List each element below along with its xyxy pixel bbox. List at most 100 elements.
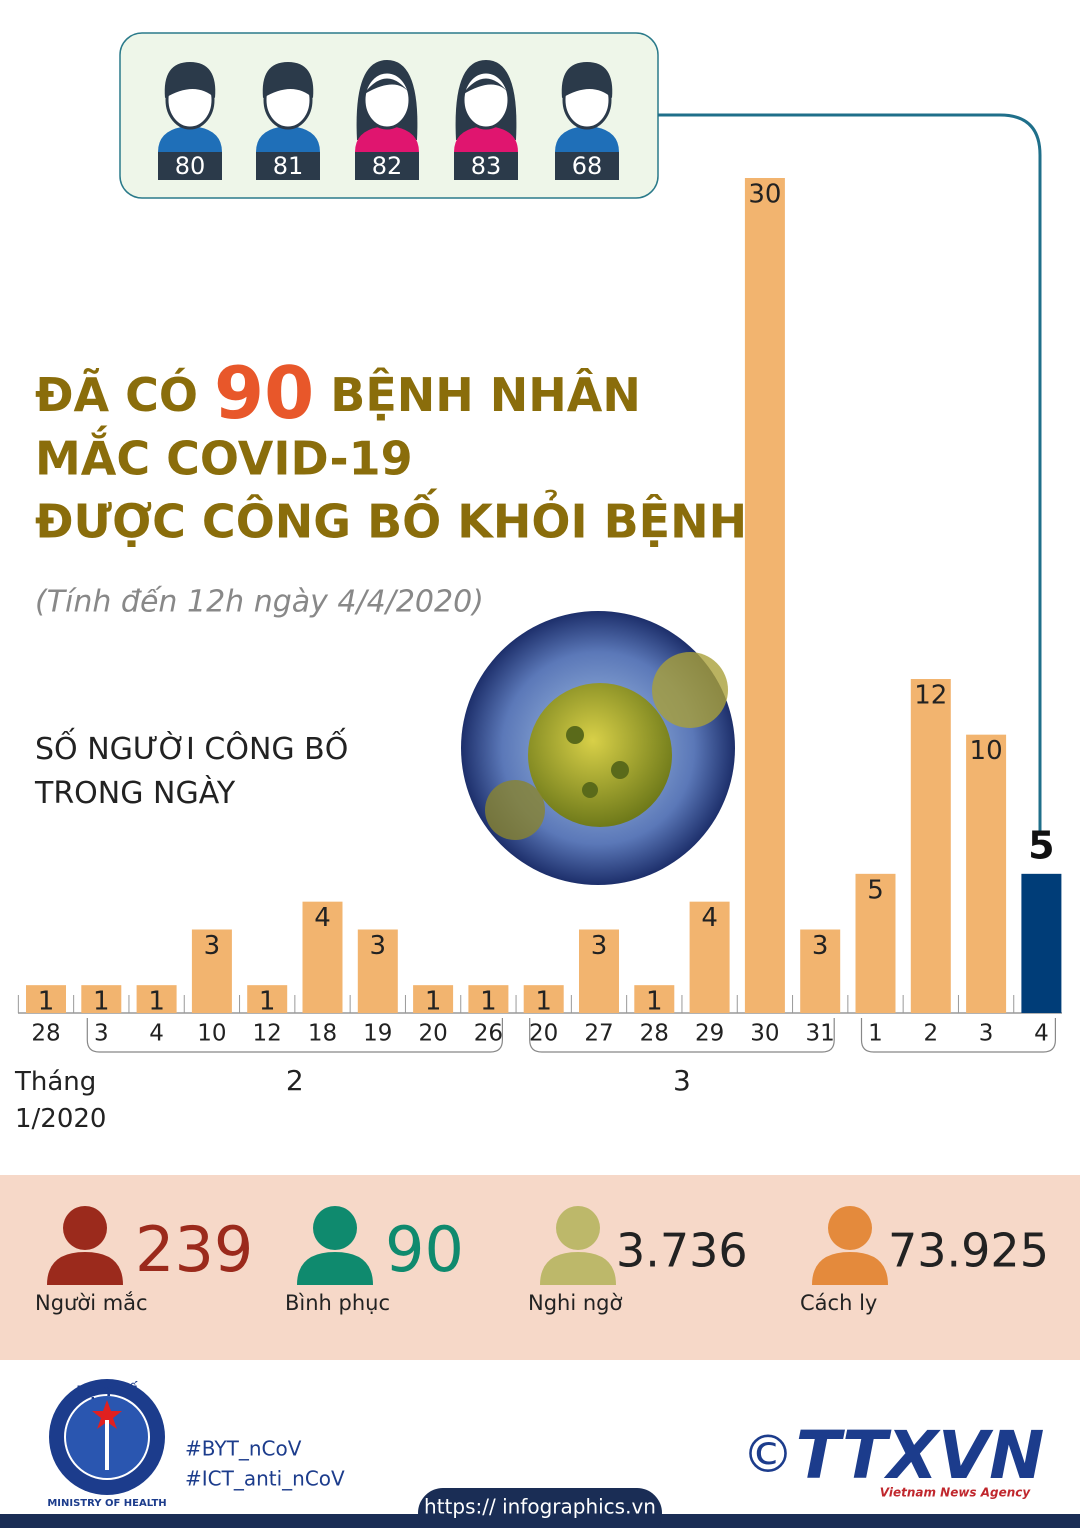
- x-tick-label: 3: [979, 1021, 994, 1047]
- stats-band: [0, 1175, 1080, 1360]
- x-tick-label: 12: [253, 1021, 282, 1047]
- patient-icon: 81: [256, 62, 320, 180]
- shoulders: [555, 126, 619, 152]
- bar: [81, 985, 122, 1013]
- x-tick-label: 4: [149, 1021, 164, 1047]
- stat-icon-body: [540, 1252, 616, 1285]
- shoulders: [256, 126, 320, 152]
- virus-image: [461, 611, 735, 885]
- bar: [413, 985, 454, 1013]
- title-line1: ĐÃ CÓ 90 BỆNH NHÂN: [35, 351, 641, 435]
- hashtag: #ICT_anti_nCoV: [185, 1467, 345, 1491]
- x-tick-label: 20: [418, 1021, 447, 1047]
- value-label: 3: [370, 931, 387, 961]
- x-tick-label: 28: [640, 1021, 669, 1047]
- stat-label: Nghi ngờ: [528, 1291, 622, 1315]
- age-box: [355, 152, 419, 180]
- bar: [800, 929, 841, 1013]
- bangs: [462, 78, 510, 95]
- patient-age: 83: [471, 152, 502, 180]
- shoulders: [158, 126, 222, 152]
- bar: [579, 929, 619, 1013]
- patient-age: 80: [175, 152, 206, 180]
- subtitle: (Tính đến 12h ngày 4/4/2020): [35, 585, 484, 620]
- agency-sub: Vietnam News Agency: [880, 1486, 1032, 1500]
- value-label: 4: [314, 903, 331, 933]
- bar: [910, 679, 951, 1013]
- x-tick-label: 18: [308, 1021, 337, 1047]
- value-label: 5: [1028, 823, 1054, 867]
- patient-age: 82: [372, 152, 403, 180]
- month-label: Tháng 1/2020: [15, 1067, 107, 1134]
- month-bracket: [86, 1018, 503, 1053]
- bangs: [363, 78, 411, 95]
- x-tick-label: 10: [197, 1021, 226, 1047]
- bar: [523, 985, 564, 1013]
- patient-icon: 68: [555, 62, 619, 180]
- hashtag: #BYT_nCoV: [185, 1437, 302, 1461]
- x-tick-label: 29: [695, 1021, 724, 1047]
- age-box: [158, 152, 222, 180]
- bar: [136, 985, 177, 1013]
- x-tick-label: 4: [1034, 1021, 1049, 1047]
- x-tick-label: 2: [923, 1021, 938, 1047]
- y-label: SỐ NGƯỜI CÔNG BỐ TRONG NGÀY: [35, 732, 349, 811]
- hair: [164, 62, 216, 98]
- copyright: ©: [742, 1425, 794, 1485]
- value-label: 1: [148, 987, 165, 1017]
- x-tick-label: 26: [474, 1021, 503, 1047]
- stat-icon-head: [556, 1206, 600, 1250]
- title-suffix: BỆNH NHÂN: [330, 368, 641, 422]
- logo: [49, 1379, 165, 1495]
- stat-icon-head: [63, 1206, 107, 1250]
- value-label: 3: [204, 931, 221, 961]
- age-box: [256, 152, 320, 180]
- stat-label: Cách ly: [800, 1291, 877, 1315]
- month-bracket: [529, 1018, 835, 1053]
- value-label: 1: [646, 987, 663, 1017]
- title-line2: MẮC COVID-19: [35, 426, 413, 486]
- value-label: 1: [535, 987, 552, 1017]
- bar: [302, 901, 343, 1013]
- value-label: 1: [480, 987, 497, 1017]
- hair: [262, 62, 314, 98]
- stat-label: Người mắc: [35, 1291, 148, 1315]
- x-tick-label: 28: [31, 1021, 60, 1047]
- value-label: 1: [425, 987, 442, 1017]
- month-bracket: [860, 1018, 1056, 1053]
- stat-icon-head: [828, 1206, 872, 1250]
- value-label: 10: [970, 736, 1003, 766]
- value-label: 30: [748, 180, 781, 210]
- bar: [247, 985, 288, 1013]
- bar: [26, 985, 66, 1013]
- bar: [966, 734, 1007, 1013]
- connector: [658, 113, 1042, 835]
- stat-value: 3.736: [616, 1224, 748, 1278]
- value-label: 1: [259, 987, 276, 1017]
- bar: [744, 178, 785, 1013]
- x-tick-label: 20: [529, 1021, 558, 1047]
- hair: [561, 62, 613, 98]
- bar: [1021, 873, 1062, 1013]
- x-tick-label: 1: [868, 1021, 883, 1047]
- stat-icon-body: [297, 1252, 373, 1285]
- stat-value: 239: [135, 1213, 253, 1286]
- value-label: 5: [867, 875, 884, 905]
- stat-icon-body: [47, 1252, 123, 1285]
- title-prefix: ĐÃ CÓ: [35, 367, 198, 422]
- agency: TTXVN: [796, 1417, 1045, 1494]
- patient-age: 81: [273, 152, 304, 180]
- value-label: 1: [38, 987, 55, 1017]
- value-label: 4: [701, 903, 718, 933]
- stat-icon-body: [812, 1252, 888, 1285]
- value-label: 3: [812, 931, 829, 961]
- month-label: 3: [673, 1064, 691, 1097]
- x-tick-label: 19: [363, 1021, 392, 1047]
- value-label: 3: [591, 931, 608, 961]
- x-tick-label: 27: [584, 1021, 613, 1047]
- age-box: [454, 152, 518, 180]
- url: https:// infographics.vn: [424, 1495, 656, 1519]
- stat-value: 73.925: [888, 1224, 1049, 1278]
